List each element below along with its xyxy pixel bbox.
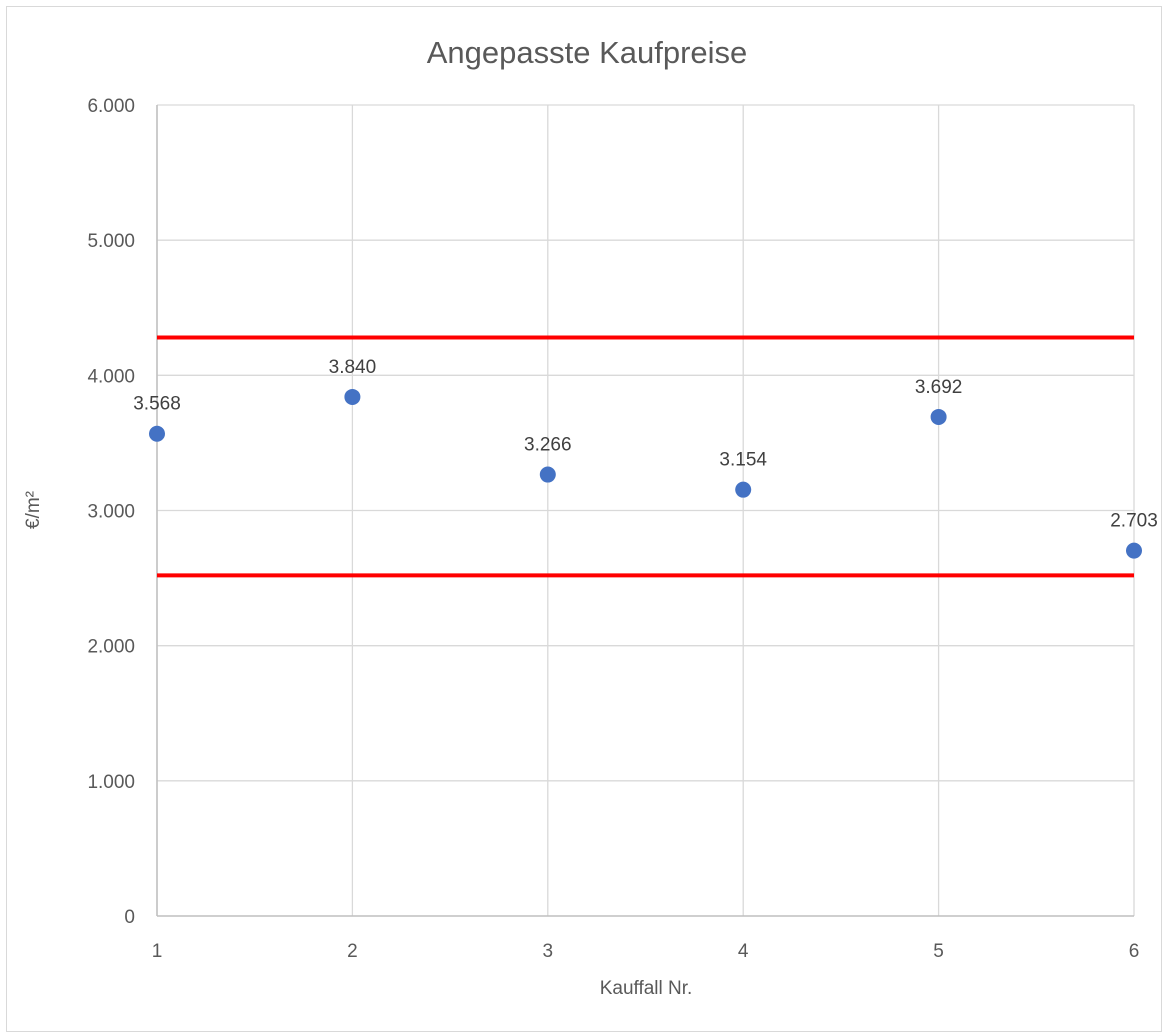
chart-title: Angepasste Kaufpreise bbox=[427, 35, 748, 70]
axes bbox=[156, 105, 1134, 917]
data-point bbox=[539, 466, 556, 483]
y-tick-label: 1.000 bbox=[87, 772, 135, 793]
x-tick-label: 5 bbox=[933, 941, 944, 962]
x-axis-label: Kauffall Nr. bbox=[600, 978, 693, 999]
data-points bbox=[149, 388, 1142, 559]
data-labels: 3.568 3.840 3.266 3.154 3.692 2.703 bbox=[133, 357, 1158, 532]
data-point bbox=[930, 408, 947, 425]
chart-frame bbox=[6, 6, 1162, 1032]
reference-lines bbox=[157, 335, 1134, 578]
y-axis-label: €/m² bbox=[23, 491, 44, 529]
y-tick-label: 3.000 bbox=[87, 502, 135, 523]
data-point bbox=[735, 481, 752, 498]
y-tick-label: 5.000 bbox=[87, 231, 135, 252]
data-label: 3.692 bbox=[915, 377, 963, 398]
data-label: 3.840 bbox=[329, 357, 377, 378]
data-label: 2.703 bbox=[1110, 511, 1158, 532]
y-tick-label: 0 bbox=[124, 907, 135, 928]
data-point bbox=[1126, 542, 1142, 559]
data-label: 3.266 bbox=[524, 435, 572, 456]
x-tick-label: 2 bbox=[347, 941, 358, 962]
x-tick-label: 4 bbox=[738, 941, 749, 962]
y-tick-label: 2.000 bbox=[87, 637, 135, 658]
grid bbox=[156, 104, 1135, 916]
x-tick-label: 1 bbox=[152, 941, 163, 962]
y-tick-label: 6.000 bbox=[87, 96, 135, 117]
x-tick-label: 3 bbox=[543, 941, 554, 962]
x-tick-label: 6 bbox=[1129, 941, 1140, 962]
y-tick-labels: 0 1.000 2.000 3.000 4.000 5.000 6.000 bbox=[87, 96, 135, 928]
data-label: 3.154 bbox=[719, 450, 767, 471]
y-tick-label: 4.000 bbox=[87, 366, 135, 387]
data-label: 3.568 bbox=[133, 394, 181, 415]
data-point bbox=[149, 425, 165, 442]
data-point bbox=[344, 388, 361, 405]
x-tick-labels: 1 2 3 4 5 6 bbox=[152, 941, 1140, 962]
